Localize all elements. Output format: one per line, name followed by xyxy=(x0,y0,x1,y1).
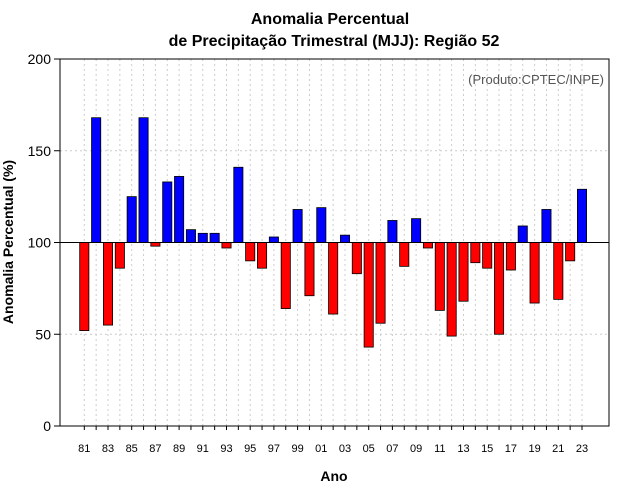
bar-99: 99: 118 xyxy=(292,209,303,243)
bar-02: 02: 61 xyxy=(328,242,339,315)
bar-81: 81: 52 xyxy=(79,242,90,331)
bar-23: 23: 129 xyxy=(577,188,588,243)
x-tick-label: 97 xyxy=(268,443,280,455)
x-tick-label: 99 xyxy=(291,443,303,455)
x-tick-label: 11 xyxy=(434,443,445,455)
x-axis: 81 83 85 87 89 91 93 95 97 99 01 03 05 07 09 11 13 15 17 19… xyxy=(78,426,588,455)
bar-09: 09: 113 xyxy=(411,218,422,243)
bar-10: 10: 97 xyxy=(422,242,433,249)
y-tick-label: 200 xyxy=(28,51,52,67)
x-tick-label: 05 xyxy=(363,443,375,455)
bar-18: 18: 109 xyxy=(517,225,528,243)
bar-00: 00: 71 xyxy=(304,242,315,297)
bar-91: 91: 105 xyxy=(197,232,208,243)
y-tick-label: 0 xyxy=(43,418,51,434)
chart-title-line1: Anomalia Percentual xyxy=(251,11,409,28)
x-tick-label: 85 xyxy=(126,443,138,455)
bar-88: 88: 133 xyxy=(162,181,173,243)
bar-08: 08: 87 xyxy=(399,242,410,267)
bar-95: 95: 90 xyxy=(245,242,256,262)
bar-96: 96: 86 xyxy=(257,242,268,269)
x-tick-label: 21 xyxy=(552,443,564,455)
bar-94: 94: 141 xyxy=(233,166,244,243)
bar-15: 15: 86 xyxy=(482,242,493,269)
bar-85: 85: 125 xyxy=(126,196,137,243)
bar-03: 03: 104 xyxy=(339,234,350,243)
x-tick-label: 87 xyxy=(149,443,161,455)
bar-83: 83: 55 xyxy=(103,242,114,326)
x-tick-label: 15 xyxy=(481,443,493,455)
bar-90: 90: 107 xyxy=(185,229,196,243)
credit-annotation: (Produto:CPTEC/INPE) xyxy=(468,72,604,87)
bar-04: 04: 83 xyxy=(351,242,362,275)
x-tick-label: 13 xyxy=(457,443,469,455)
x-tick-label: 95 xyxy=(244,443,256,455)
bar-92: 92: 105 xyxy=(209,232,220,243)
bar-01: 01: 119 xyxy=(316,207,327,243)
x-tick-label: 93 xyxy=(220,443,232,455)
bars: 81: 5282: 16883: 5584: 8685: 12586: 1688… xyxy=(79,117,588,348)
bar-05: 05: 43 xyxy=(363,242,374,348)
bar-87: 87: 98 xyxy=(150,242,161,247)
bar-16: 16: 50 xyxy=(494,242,505,335)
y-tick-label: 150 xyxy=(28,143,52,159)
x-tick-label: 23 xyxy=(576,443,588,455)
bar-22: 22: 90 xyxy=(565,242,576,262)
grid xyxy=(60,59,609,426)
bar-86: 86: 168 xyxy=(138,117,149,243)
bar-11: 11: 63 xyxy=(434,242,445,311)
bar-89: 89: 136 xyxy=(174,176,185,243)
x-tick-label: 01 xyxy=(315,443,327,455)
x-tick-label: 09 xyxy=(410,443,422,455)
bar-82: 82: 168 xyxy=(91,117,102,243)
y-tick-label: 100 xyxy=(28,235,52,251)
bar-14: 14: 89 xyxy=(470,242,481,264)
bar-98: 98: 64 xyxy=(280,242,291,309)
bar-12: 12: 49 xyxy=(446,242,457,337)
x-tick-label: 81 xyxy=(78,443,90,455)
x-tick-label: 03 xyxy=(339,443,351,455)
bar-06: 06: 56 xyxy=(375,242,386,324)
x-axis-label: Ano xyxy=(320,468,347,484)
x-tick-label: 17 xyxy=(505,443,517,455)
chart-title-line2: de Precipitação Trimestral (MJJ): Região… xyxy=(169,33,500,50)
y-tick-label: 50 xyxy=(35,326,51,342)
y-axis: 0 50 100 150 200 xyxy=(28,51,60,434)
bar-19: 19: 67 xyxy=(529,242,540,304)
x-tick-label: 83 xyxy=(102,443,114,455)
bar-97: 97: 103 xyxy=(268,236,279,243)
bar-07: 07: 112 xyxy=(387,220,398,243)
bar-17: 17: 85 xyxy=(505,242,516,271)
x-tick-label: 19 xyxy=(528,443,540,455)
bar-21: 21: 69 xyxy=(553,242,564,300)
bar-84: 84: 86 xyxy=(114,242,125,269)
bar-20: 20: 118 xyxy=(541,209,552,243)
y-axis-label: Anomalia Percentual (%) xyxy=(0,160,16,324)
x-tick-label: 91 xyxy=(197,443,209,455)
bar-93: 93: 97 xyxy=(221,242,232,249)
x-tick-label: 89 xyxy=(173,443,185,455)
x-tick-label: 07 xyxy=(386,443,398,455)
bar-13: 13: 68 xyxy=(458,242,469,302)
